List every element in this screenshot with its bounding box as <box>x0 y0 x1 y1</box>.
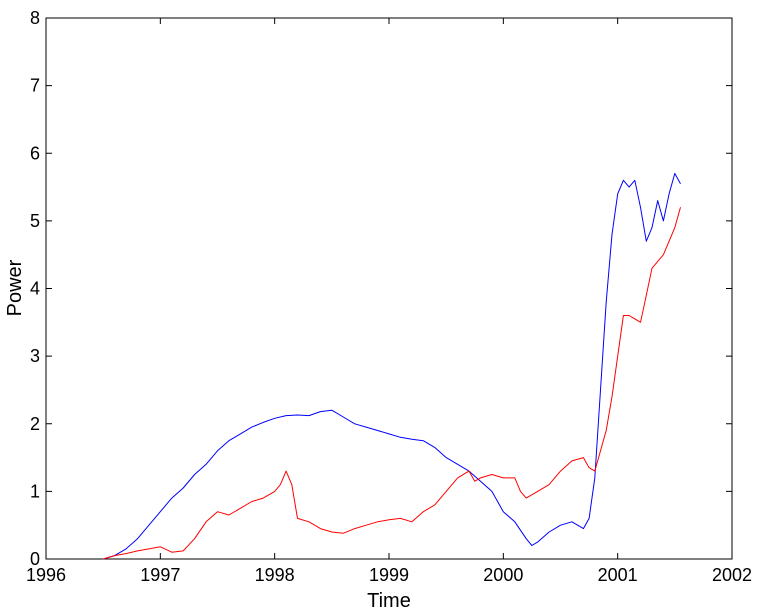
x-tick-label: 1997 <box>140 565 180 585</box>
y-tick-label: 0 <box>30 549 40 569</box>
y-tick-label: 7 <box>30 76 40 96</box>
y-tick-label: 4 <box>30 279 40 299</box>
plot-frame <box>45 17 733 560</box>
y-tick-label: 1 <box>30 481 40 501</box>
y-tick-label: 6 <box>30 143 40 163</box>
data-series <box>103 173 681 560</box>
x-tick-label: 1998 <box>255 565 295 585</box>
x-tick-label: 1996 <box>26 565 66 585</box>
series-line-1 <box>103 207 681 560</box>
x-tick-label: 2001 <box>598 565 638 585</box>
axis-ticks <box>45 17 733 560</box>
x-tick-label: 2002 <box>712 565 752 585</box>
y-tick-label: 2 <box>30 414 40 434</box>
series-line-0 <box>103 173 681 560</box>
x-axis-label: Time <box>367 590 411 612</box>
y-tick-label: 8 <box>30 8 40 28</box>
y-tick-label: 3 <box>30 346 40 366</box>
x-tick-label: 2000 <box>483 565 523 585</box>
tick-labels: 1996 1997 1998 1999 2000 2001 2002 0 1 2 3 4 5 6 7 8 <box>26 8 752 585</box>
y-axis-label: Power <box>4 259 26 316</box>
y-tick-label: 5 <box>30 211 40 231</box>
x-tick-label: 1999 <box>369 565 409 585</box>
